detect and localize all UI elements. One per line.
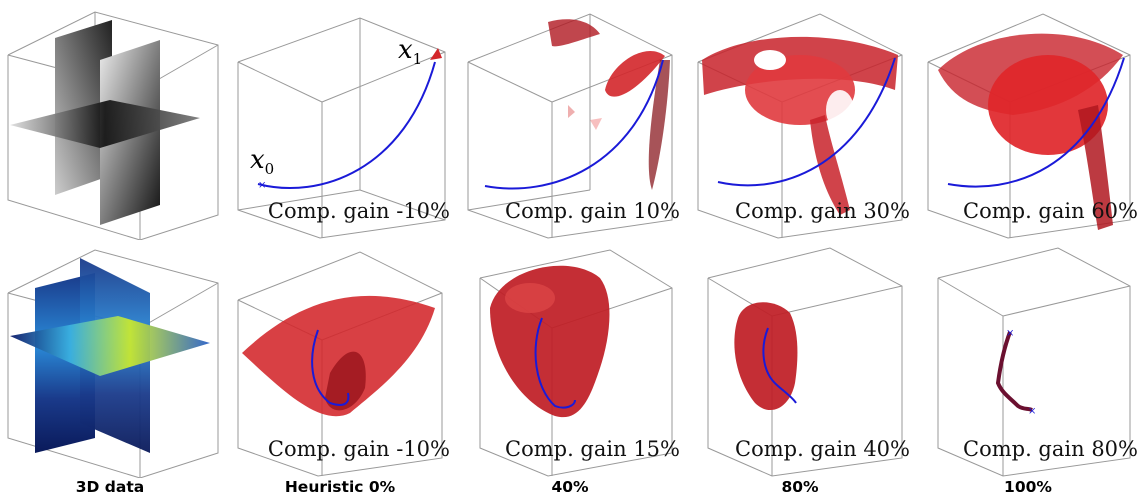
svg-text:×: ×	[1028, 406, 1036, 417]
surface-sheet	[242, 295, 435, 417]
comp-gain-label: Comp. gain 30%	[735, 199, 910, 223]
column-label-3d-data: 3D data	[75, 478, 145, 496]
cube-frame: ×	[237, 17, 446, 239]
cube-frame	[697, 13, 903, 239]
geodesic-path	[717, 57, 896, 187]
cube-frame	[467, 13, 673, 239]
panel-heuristic-bottom: Comp. gain -10%	[230, 238, 450, 478]
surface-blob	[988, 55, 1108, 155]
comp-gain-label: Comp. gain 80%	[963, 437, 1138, 461]
panel-3d-data-grayscale	[0, 0, 220, 240]
geodesic-path	[257, 61, 436, 189]
geodesic-path	[311, 329, 350, 406]
cube-frame	[237, 251, 443, 477]
svg-text:×: ×	[258, 180, 266, 191]
panel-100-bottom: × × Comp. gain 80%	[918, 238, 1138, 478]
surface-blob	[605, 50, 665, 97]
cube-frame	[927, 13, 1131, 239]
grayscale-slices-cube	[7, 11, 219, 240]
surface-tip	[430, 48, 442, 60]
svg-text:×: ×	[1006, 328, 1014, 339]
geodesic-path	[484, 59, 664, 190]
column-label-100: 100%	[1004, 478, 1052, 496]
panel-80-top: Comp. gain 30%	[690, 0, 910, 240]
column-label-80: 80%	[781, 478, 819, 496]
comp-gain-label: Comp. gain 15%	[505, 437, 680, 461]
start-point-label: x0	[250, 145, 275, 179]
comp-gain-label: Comp. gain -10%	[267, 437, 450, 461]
panel-40-bottom: Comp. gain 15%	[460, 238, 680, 478]
end-point-label: x1	[398, 35, 423, 69]
column-label-heuristic: Heuristic 0%	[284, 478, 396, 496]
cube-frame	[479, 249, 673, 477]
cube-frame: × ×	[937, 247, 1131, 477]
geodesic-path	[762, 327, 797, 404]
thin-surface-path	[995, 331, 1033, 412]
panel-40-top: Comp. gain 10%	[460, 0, 680, 240]
panel-80-bottom: Comp. gain 40%	[690, 238, 910, 478]
surface-patch	[548, 19, 600, 47]
surface-blob	[490, 265, 610, 418]
comp-gain-label: Comp. gain 10%	[505, 199, 680, 223]
geodesic-path	[947, 57, 1125, 188]
slice-xy	[10, 100, 200, 148]
column-label-40: 40%	[551, 478, 589, 496]
slice-xy	[10, 316, 210, 376]
comp-gain-label: Comp. gain -10%	[267, 199, 450, 223]
comp-gain-label: Comp. gain 60%	[963, 199, 1138, 223]
surface-ribbon	[648, 60, 670, 190]
panel-100-top: Comp. gain 60%	[918, 0, 1138, 240]
panel-heuristic-top: × x0 x1 Comp. gain -10%	[230, 0, 450, 240]
panel-3d-data-color	[0, 238, 220, 478]
comp-gain-label: Comp. gain 40%	[735, 437, 910, 461]
surface-blob	[734, 302, 798, 411]
color-slices-cube	[7, 249, 219, 478]
geodesic-path	[534, 317, 576, 409]
cube-frame	[707, 247, 903, 477]
